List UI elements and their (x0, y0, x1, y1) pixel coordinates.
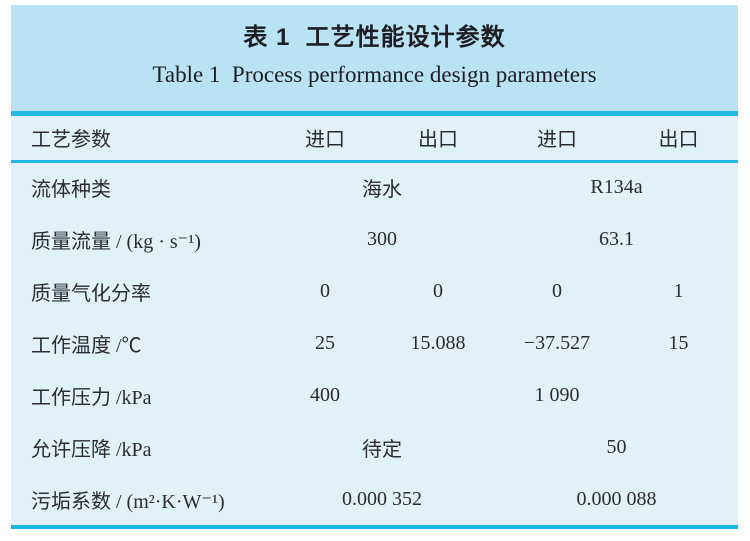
cell-value: 25 (315, 331, 335, 354)
table-row: 工作温度 /℃ 25 15.088 −37.527 15 (11, 317, 738, 369)
table-row: 质量流量 / (kg · s⁻¹) 300 63.1 (11, 213, 738, 265)
header-inlet-1: 进口 (269, 116, 381, 163)
row-label: 工作压力 /kPa (31, 386, 152, 409)
cell-value: 待定 (362, 438, 402, 461)
header-inlet-2: 进口 (495, 116, 619, 163)
cell-value: 400 (310, 383, 340, 406)
table-row: 污垢系数 / (m²·K·W⁻¹) 0.000 352 0.000 088 (11, 473, 738, 525)
row-label: 质量流量 / (kg · s⁻¹) (31, 230, 201, 253)
cell-value: 0 (433, 279, 443, 302)
bottom-rule (11, 525, 738, 529)
cell-value (381, 369, 495, 421)
cell-value: 0 (552, 279, 562, 302)
row-label: 允许压降 /kPa (31, 438, 152, 461)
header-outlet-1: 出口 (381, 116, 495, 163)
cell-value: R134a (590, 176, 643, 199)
cell-value: 1 (673, 279, 684, 302)
row-label: 污垢系数 / (m²·K·W⁻¹) (31, 490, 225, 513)
header-parameter: 工艺参数 (11, 116, 269, 163)
cell-value: 0.000 088 (576, 487, 657, 510)
cell-value: −37.527 (523, 331, 591, 354)
row-label: 流体种类 (31, 179, 111, 202)
table-caption: 表 1 工艺性能设计参数 Table 1 Process performance… (11, 5, 738, 111)
cell-value (619, 369, 738, 421)
cell-value: 300 (367, 227, 397, 250)
parameters-table: 工艺参数 进口 出口 进口 出口 流体种类 海水 R134a 质量流量 / (k… (11, 116, 738, 525)
table-title-english: Table 1 Process performance design param… (152, 62, 597, 87)
cell-value: 0 (320, 279, 330, 302)
cell-value: 50 (606, 435, 627, 458)
table-row: 允许压降 /kPa 待定 50 (11, 421, 738, 473)
cell-value: 15 (668, 331, 689, 354)
cell-value: 0.000 352 (342, 487, 422, 510)
header-row: 工艺参数 进口 出口 进口 出口 (11, 116, 738, 163)
table-figure-panel: 表 1 工艺性能设计参数 Table 1 Process performance… (11, 5, 738, 529)
table-row: 质量气化分率 0 0 0 1 (11, 265, 738, 317)
top-rule (11, 111, 738, 116)
cell-value: 1 090 (534, 383, 580, 406)
row-label: 工作温度 /℃ (31, 334, 142, 357)
row-label: 质量气化分率 (31, 282, 151, 305)
table-row: 工作压力 /kPa 400 1 090 (11, 369, 738, 421)
cell-value: 海水 (362, 179, 402, 202)
header-outlet-2: 出口 (619, 116, 738, 163)
cell-value: 15.088 (410, 331, 466, 354)
parameters-table-container: 工艺参数 进口 出口 进口 出口 流体种类 海水 R134a 质量流量 / (k… (11, 116, 738, 525)
cell-value: 63.1 (599, 227, 634, 250)
table-title-chinese: 表 1 工艺性能设计参数 (243, 24, 506, 51)
table-row: 流体种类 海水 R134a (11, 161, 738, 213)
